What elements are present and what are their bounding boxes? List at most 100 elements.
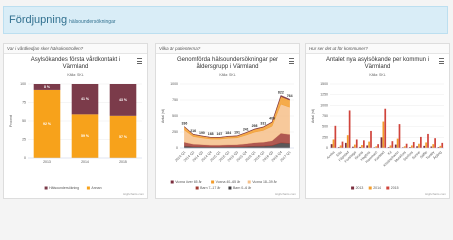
x-tick-label: Eda: [336, 150, 343, 157]
legend-swatch: [211, 180, 215, 184]
total-label: 216: [190, 129, 196, 133]
panel-header: Vilka är patienterna?: [156, 44, 299, 54]
bar: [401, 147, 404, 148]
bar: [341, 141, 344, 148]
legend-label: Hälsoundersökning: [49, 186, 79, 190]
legend-label: Barn 7–17 år: [200, 186, 221, 190]
x-tick-label: 2014: [81, 160, 89, 164]
panel-header: Hur ser det ut för kommuner?: [306, 44, 449, 54]
x-tick-label: Sunne: [411, 150, 421, 160]
bar: [339, 145, 342, 148]
y-axis-title: Antal (st): [311, 109, 315, 123]
panel: Hur ser det ut för kommuner? Antalet nya …: [305, 43, 450, 199]
x-tick-label: Arvika: [326, 150, 336, 160]
data-label: 57 %: [119, 135, 128, 139]
x-tick-label: 2015: [119, 160, 127, 164]
bar: [420, 136, 422, 148]
bar-segment: [71, 114, 99, 158]
total-label: 191: [234, 131, 240, 135]
bar-segment: [33, 89, 61, 158]
x-tick-label: Storfors: [403, 150, 415, 162]
legend-swatch: [195, 186, 199, 190]
legend-label: Vuxna 40–65 år: [216, 180, 241, 184]
panel: Vilka är patienterna? Genomförda hälsound…: [155, 43, 300, 199]
credits: Highcharts.com: [275, 192, 296, 196]
bar: [361, 145, 363, 148]
legend-swatch: [386, 186, 390, 190]
x-tick-label: Karlstad: [374, 150, 386, 162]
legend-swatch: [170, 180, 174, 184]
total-label: 298: [252, 124, 258, 128]
x-tick-label: Hagfors: [360, 150, 372, 162]
bar: [432, 144, 435, 148]
banner: Fördjupning hälsoundersökningar: [3, 6, 448, 34]
menu-button[interactable]: [137, 58, 142, 64]
legend-swatch: [247, 180, 251, 184]
page-title: Fördjupning hälsoundersökningar: [9, 14, 116, 26]
chart-subtitle: Källa: SKL: [67, 73, 84, 77]
bar: [366, 145, 369, 148]
legend-label: 2014: [373, 186, 381, 190]
x-tick-label: Torsby: [425, 150, 435, 160]
panel: Var i vårdkedjan sker hälsokontrollen? As…: [3, 43, 148, 199]
bar: [398, 124, 401, 148]
data-label: 92 %: [43, 122, 52, 126]
total-label: 336: [181, 121, 187, 125]
y-tick-label: 750: [322, 114, 328, 118]
chart-subtitle: Källa: SKL: [219, 73, 236, 77]
x-tick-label: Grums: [354, 150, 364, 160]
bar: [403, 146, 406, 148]
x-tick-label: Kil: [387, 150, 393, 156]
title: Fördjupning: [9, 14, 68, 26]
total-label: 764: [287, 94, 293, 98]
bar: [375, 146, 378, 148]
legend-swatch: [351, 186, 355, 190]
bar: [391, 141, 394, 148]
total-label: 409: [269, 117, 275, 121]
bar-segment: [71, 84, 99, 115]
bar-segment: [33, 84, 61, 90]
bar: [344, 142, 347, 148]
chart: 0 250 500 750 1000 1250 1500 Antal (st) Arvika Ed…: [311, 82, 444, 190]
total-label: 241: [243, 127, 249, 131]
y-tick-label: 500: [322, 125, 328, 129]
menu-button[interactable]: [439, 58, 444, 64]
chart-title: Asylsökandes första vårdkontakt i Värmla…: [30, 57, 121, 70]
x-tick-label: 2013: [43, 160, 51, 164]
bar: [355, 139, 358, 148]
y-tick-label: 500: [172, 114, 178, 118]
bar: [412, 142, 415, 148]
bar: [359, 146, 361, 148]
y-axis-title: Antal (st): [161, 109, 165, 123]
bar: [363, 140, 365, 148]
bar: [389, 145, 392, 148]
total-label: 822: [278, 90, 284, 94]
bar: [430, 146, 433, 148]
bar: [396, 138, 399, 148]
bar: [348, 110, 351, 148]
area: [184, 103, 290, 146]
legend-label: Annan: [91, 186, 101, 190]
bar: [380, 137, 383, 148]
legend-swatch: [368, 186, 372, 190]
bar: [373, 147, 376, 148]
subtitle: hälsoundersökningar: [69, 19, 116, 25]
menu-button[interactable]: [289, 58, 294, 64]
area: [184, 95, 290, 138]
legend-label: 2013: [356, 186, 364, 190]
total-label: 167: [217, 132, 223, 136]
credits: Highcharts.com: [425, 192, 446, 196]
total-label: 184: [225, 131, 231, 135]
bar: [334, 125, 337, 148]
bar: [337, 147, 340, 148]
y-axis-title: Procent: [9, 115, 13, 127]
bar: [353, 144, 356, 148]
bar: [377, 144, 379, 148]
bar: [332, 139, 335, 148]
total-label: 168: [208, 132, 214, 136]
y-tick-label: 1000: [170, 82, 178, 86]
bar: [382, 121, 385, 148]
data-label: 43 %: [119, 98, 128, 102]
bar: [423, 145, 426, 148]
